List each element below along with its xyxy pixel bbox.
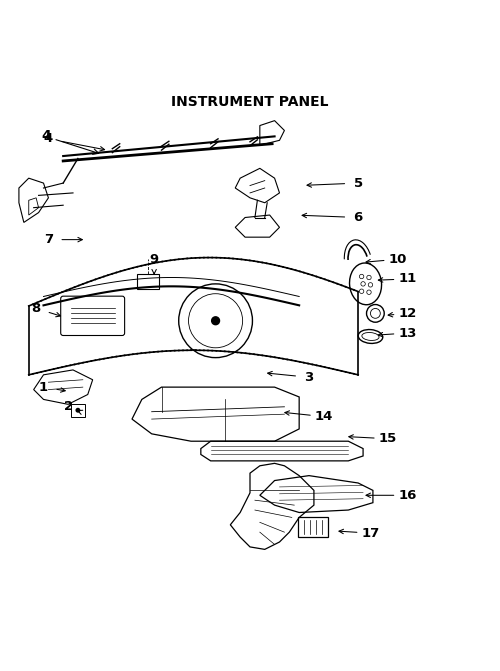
Text: 13: 13 xyxy=(398,327,416,340)
Bar xyxy=(70,405,86,417)
Circle shape xyxy=(76,408,80,413)
Text: 2: 2 xyxy=(64,401,72,413)
Text: 3: 3 xyxy=(304,371,314,384)
Text: 12: 12 xyxy=(398,307,416,320)
Text: 8: 8 xyxy=(32,302,41,315)
Text: 14: 14 xyxy=(314,410,333,423)
Text: 6: 6 xyxy=(354,211,363,224)
Text: 4: 4 xyxy=(44,132,53,146)
Text: 7: 7 xyxy=(44,233,53,246)
Text: 17: 17 xyxy=(362,527,380,539)
Text: 4: 4 xyxy=(41,130,51,144)
Text: 1: 1 xyxy=(39,380,48,394)
Text: 9: 9 xyxy=(150,253,158,266)
Text: 16: 16 xyxy=(398,488,416,502)
Text: 5: 5 xyxy=(354,176,362,190)
Bar xyxy=(137,274,159,289)
Text: INSTRUMENT PANEL: INSTRUMENT PANEL xyxy=(171,95,329,109)
Text: 10: 10 xyxy=(388,253,406,266)
Circle shape xyxy=(212,317,220,325)
Text: 15: 15 xyxy=(378,432,397,446)
Text: 11: 11 xyxy=(398,272,416,285)
